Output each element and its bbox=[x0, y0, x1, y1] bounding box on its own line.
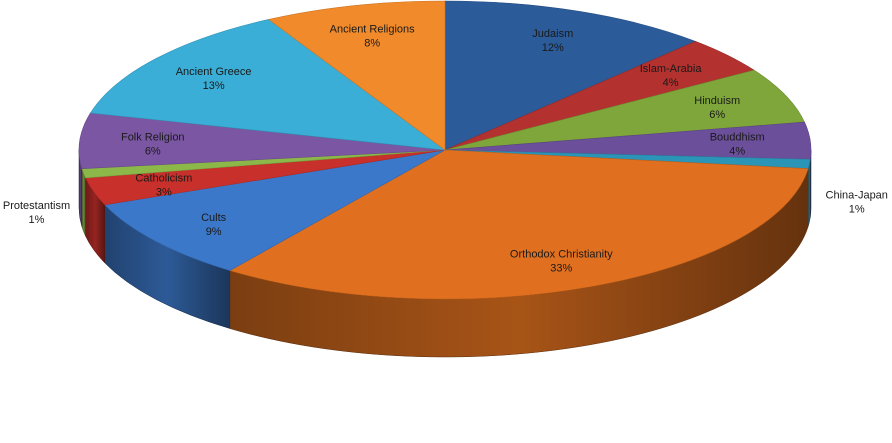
slice-orthodox-christianity bbox=[229, 149, 809, 300]
slice-label-catholicism: Catholicism 3% bbox=[135, 172, 192, 198]
slice-cults bbox=[104, 149, 446, 271]
slice-label-bouddhism: Bouddhism 4% bbox=[710, 132, 765, 158]
pie-labels: Judaism 12% Islam-Arabia 4% Hinduism 6% Bouddh… bbox=[3, 24, 888, 275]
slice-side-china-japan bbox=[807, 159, 811, 227]
slice-label-hinduism: Hinduism 6% bbox=[694, 95, 740, 121]
pie-sides bbox=[78, 149, 812, 358]
slice-label-ancient-greece: Ancient Greece 13% bbox=[176, 66, 252, 92]
slice-ancient-greece bbox=[89, 19, 447, 151]
slice-label-islam-arabia: Islam-Arabia 4% bbox=[640, 63, 703, 89]
slice-label-folk-religion: Folk Religion 6% bbox=[121, 132, 185, 158]
slice-label-judaism: Judaism 12% bbox=[532, 28, 573, 54]
slice-label-protestantism: Protestantism 1% bbox=[3, 200, 70, 226]
slice-label-orthodox-christianity: Orthodox Christianity 33% bbox=[510, 248, 613, 274]
pie-top bbox=[78, 0, 812, 300]
slice-ancient-religions bbox=[267, 0, 446, 151]
slice-judaism bbox=[444, 0, 697, 151]
slice-label-cults: Cults 9% bbox=[201, 212, 227, 238]
slice-label-china-japan: China-Japan 1% bbox=[826, 190, 888, 216]
slice-folk-religion bbox=[78, 112, 446, 169]
slice-label-ancient-religions: Ancient Religions 8% bbox=[330, 24, 415, 50]
slice-side-protestantism bbox=[81, 168, 86, 237]
slice-hinduism bbox=[444, 69, 805, 151]
